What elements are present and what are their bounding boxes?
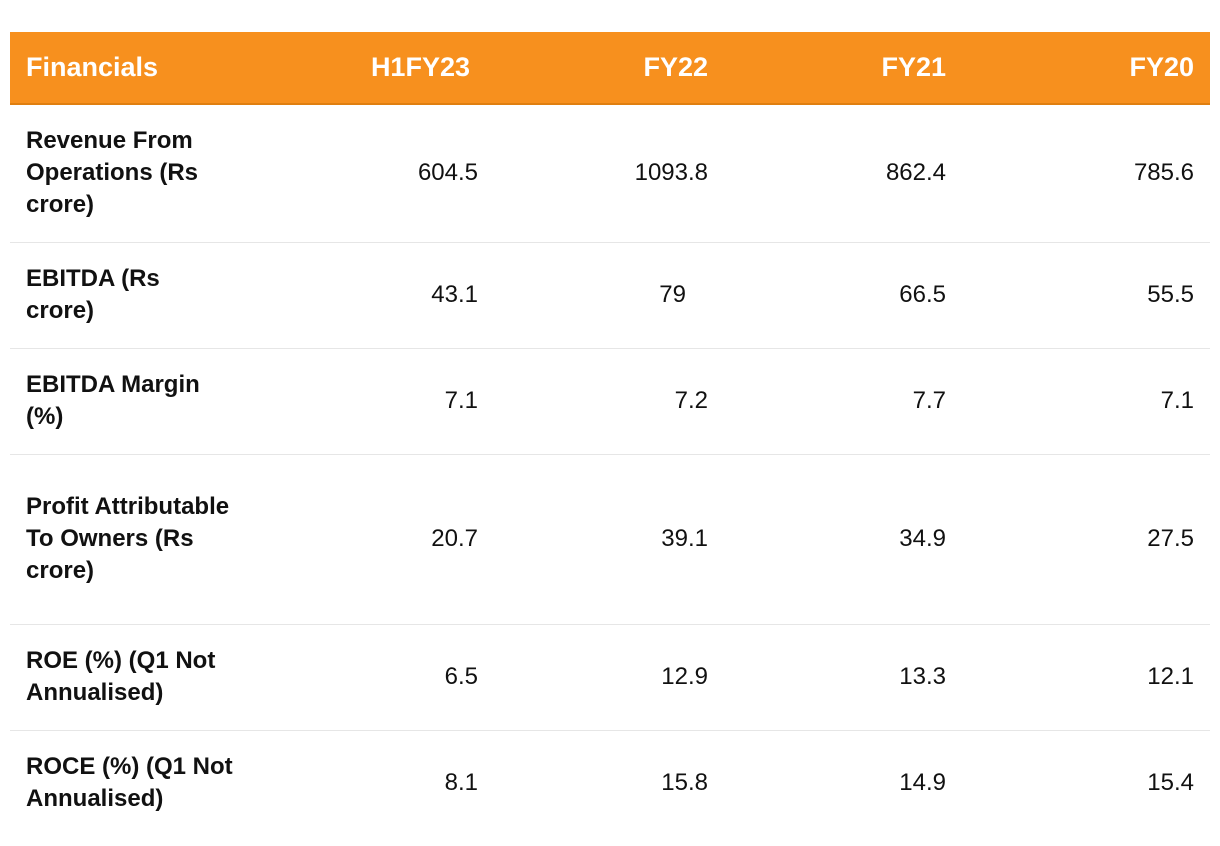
table-row: ROCE (%) (Q1 Not Annualised) 8.1 15.8 14… [10, 730, 1210, 836]
cell-fy22: 79 [486, 242, 724, 349]
table-row: ROE (%) (Q1 Not Annualised) 6.5 12.9 13.… [10, 624, 1210, 731]
cell-h1fy23: 43.1 [242, 242, 486, 349]
cell-h1fy23: 6.5 [242, 624, 486, 731]
header-fy22: FY22 [486, 32, 724, 105]
cell-fy21: 14.9 [899, 769, 946, 797]
cell-h1fy23: 20.7 [242, 454, 486, 625]
table-row: Profit Attributable To Owners (Rs crore)… [10, 454, 1210, 625]
row-label: EBITDA Margin (%) [10, 348, 242, 455]
cell-fy21: 13.3 [724, 624, 962, 731]
table-row: Revenue From Operations (Rs crore) 604.5… [10, 104, 1210, 243]
table-row: EBITDA (Rs crore) 43.1 79 66.5 55.5 [10, 242, 1210, 349]
header-fy20: FY20 [962, 32, 1210, 105]
header-financials: Financials [10, 32, 242, 105]
financials-table-container: Financials H1FY23 FY22 FY21 FY20 Revenue… [10, 32, 1210, 836]
cell-fy22: 1093.8 [486, 104, 724, 243]
header-h1fy23: H1FY23 [242, 32, 486, 105]
cell-fy20: 12.1 [962, 624, 1210, 731]
row-label: ROCE (%) (Q1 Not Annualised) [26, 753, 233, 813]
table-row: EBITDA Margin (%) 7.1 7.2 7.7 7.1 [10, 348, 1210, 455]
cell-fy20: 7.1 [962, 348, 1210, 455]
cell-fy20: 27.5 [962, 454, 1210, 625]
cell-h1fy23: 8.1 [444, 769, 478, 797]
cell-fy22: 12.9 [486, 624, 724, 731]
financials-table: Financials H1FY23 FY22 FY21 FY20 Revenue… [10, 32, 1210, 836]
row-label: ROE (%) (Q1 Not Annualised) [10, 624, 242, 731]
cell-h1fy23: 604.5 [242, 104, 486, 243]
row-label: Revenue From Operations (Rs crore) [10, 104, 242, 243]
cell-fy21: 7.7 [724, 348, 962, 455]
cell-fy20: 785.6 [962, 104, 1210, 243]
table-header-row: Financials H1FY23 FY22 FY21 FY20 [10, 32, 1210, 105]
cell-fy21: 862.4 [724, 104, 962, 243]
cell-fy21: 34.9 [724, 454, 962, 625]
cell-fy22: 39.1 [486, 454, 724, 625]
row-label: EBITDA (Rs crore) [10, 242, 242, 349]
cell-fy20: 55.5 [962, 242, 1210, 349]
row-label: Profit Attributable To Owners (Rs crore) [10, 454, 242, 625]
cell-fy22: 7.2 [486, 348, 724, 455]
cell-h1fy23: 7.1 [242, 348, 486, 455]
cell-fy22: 15.8 [661, 769, 708, 797]
cell-fy21: 66.5 [724, 242, 962, 349]
cell-fy20: 15.4 [1147, 769, 1194, 797]
header-fy21: FY21 [724, 32, 962, 105]
